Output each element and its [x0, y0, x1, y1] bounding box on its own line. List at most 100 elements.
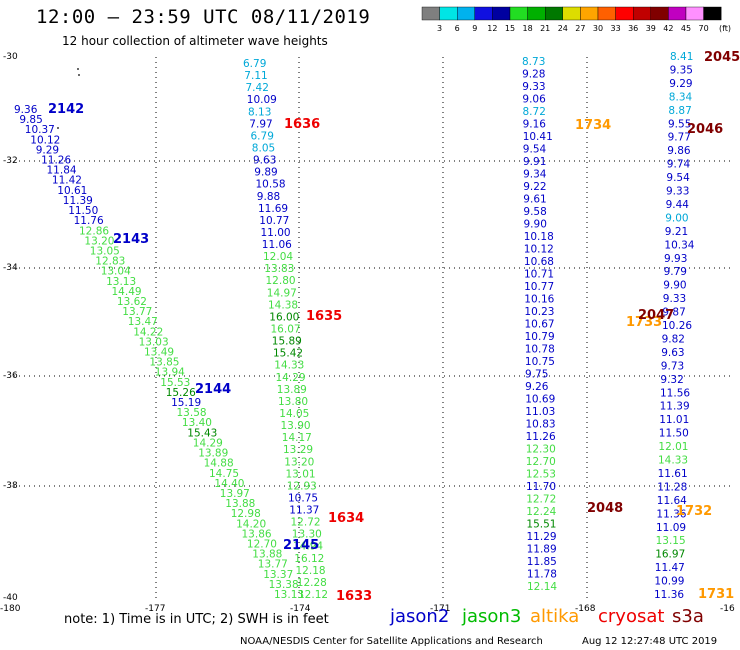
wave-height-value: 13.13 — [274, 589, 304, 601]
wave-height-value: 13.13 — [106, 276, 136, 288]
wave-height-value: 13.29 — [283, 444, 313, 456]
wave-height-value: 13.89 — [277, 384, 307, 396]
color-scale-tick: 3 — [437, 24, 442, 33]
wave-height-value: 13.85 — [149, 357, 179, 369]
wave-height-value: 13.88 — [252, 549, 282, 561]
wave-height-value: 14.97 — [267, 287, 297, 299]
wave-height-value: 12.53 — [526, 469, 556, 481]
wave-height-value: 10.71 — [524, 269, 554, 281]
wave-height-value: 10.75 — [288, 493, 318, 505]
wave-height-value: 11.42 — [52, 175, 82, 187]
axis-ticks: -180 -177 -174 -171 -168 -16 -30 -32 -34 -36 -38 -4… — [0, 52, 735, 614]
wave-height-value: 11.36 — [656, 508, 686, 520]
wave-height-value: 11.78 — [527, 569, 557, 581]
wave-height-value: 13.80 — [278, 396, 308, 408]
track-dot — [57, 127, 59, 129]
wave-height-value: 14.05 — [279, 408, 309, 420]
wave-height-value: 10.69 — [525, 394, 555, 406]
wave-height-value: 9.85 — [19, 114, 42, 126]
wave-height-value: 10.58 — [256, 179, 286, 191]
wave-height-value: 14.29 — [193, 437, 223, 449]
wave-height-value: 9.54 — [523, 144, 547, 156]
wave-height-value: 11.56 — [660, 387, 690, 399]
x-tick-label: -177 — [145, 604, 165, 614]
wave-height-value: 11.84 — [47, 165, 77, 177]
color-swatch — [545, 6, 564, 21]
wave-height-value: 14.75 — [209, 468, 239, 480]
wave-height-value: 9.58 — [523, 206, 546, 218]
wave-height-value: 9.91 — [523, 156, 546, 168]
wave-height-value: 8.05 — [252, 143, 275, 155]
color-swatch — [668, 6, 687, 21]
wave-height-value: 12.01 — [658, 441, 688, 453]
wave-height-value: 9.26 — [525, 381, 549, 393]
wave-height-value: 9.75 — [525, 369, 548, 381]
wave-height-value: 9.73 — [661, 360, 684, 372]
pass-number: 1732 — [676, 504, 712, 519]
pass-number: 2142 — [48, 102, 84, 117]
color-scale-tick: 33 — [611, 24, 621, 33]
wave-height-value: 15.43 — [187, 427, 217, 439]
wave-height-value: 9.61 — [523, 194, 546, 206]
wave-height-value: 10.61 — [57, 185, 87, 197]
wave-height-value: 9.00 — [665, 212, 688, 224]
wave-height-value: 15.19 — [171, 397, 201, 409]
wave-height-value: 8.34 — [669, 91, 693, 103]
wave-height-value: 8.41 — [670, 51, 693, 63]
wave-height-value: 14.49 — [112, 286, 142, 298]
pass-number: 2046 — [687, 122, 723, 137]
wave-height-value: 14.22 — [133, 326, 163, 338]
wave-height-value: 7.11 — [244, 70, 267, 82]
wave-height-value: 6.79 — [251, 130, 274, 142]
wave-height-value: 14.33 — [274, 360, 304, 372]
wave-height-value: 9.33 — [663, 293, 686, 305]
wave-height-value: 9.77 — [668, 132, 691, 144]
wave-height-value: 13.89 — [198, 448, 228, 460]
wave-height-value: 9.44 — [666, 199, 690, 211]
y-tick-label: -30 — [3, 52, 18, 62]
wave-height-value: 11.03 — [525, 406, 555, 418]
wave-height-value: 8.13 — [248, 106, 271, 118]
wave-height-value: 6.79 — [243, 58, 266, 70]
y-tick-label: -32 — [3, 156, 18, 166]
y-tick-label: -40 — [3, 593, 18, 603]
wave-height-value: 9.06 — [522, 94, 546, 106]
wave-height-value: 13.47 — [128, 316, 158, 328]
wave-height-value: 13.77 — [122, 306, 152, 318]
wave-height-value: 14.94 — [293, 541, 323, 553]
wave-height-value: 9.33 — [666, 186, 689, 198]
wave-height-value: 11.89 — [527, 544, 557, 556]
wave-height-value: 11.28 — [657, 481, 687, 493]
wave-height-value: 9.28 — [522, 69, 545, 81]
color-scale-tick: 36 — [628, 24, 638, 33]
wave-height-value: 10.12 — [524, 244, 554, 256]
wave-height-value: 15.42 — [273, 348, 303, 360]
pass-number: 2045 — [704, 50, 740, 65]
wave-height-value: 14.33 — [658, 455, 688, 467]
wave-height-value: 13.83 — [264, 263, 294, 275]
wave-height-value: 9.33 — [522, 81, 545, 93]
wave-height-value: 8.72 — [523, 106, 546, 118]
wave-height-value: 13.30 — [292, 529, 322, 541]
pass-labels: 2142 2143 2144 2145 1636 1635 1634 1633 1734 1733… — [48, 50, 740, 604]
wave-height-value: 11.47 — [655, 562, 685, 574]
color-scale-tick: 18 — [523, 24, 533, 33]
color-swatch — [703, 6, 722, 21]
wave-height-value: 9.34 — [523, 169, 547, 181]
wave-height-value: 10.09 — [247, 94, 277, 106]
color-scale-bar: 3 6 9 12 15 18 21 24 27 30 33 36 39 42 45 70 (ft) — [421, 6, 731, 33]
legend-cryosat: cryosat — [598, 606, 665, 627]
wave-height-value: 15.89 — [272, 336, 302, 348]
wave-height-value: 16.97 — [655, 549, 685, 561]
wave-height-value: 15.51 — [526, 519, 556, 531]
pass-number: 2144 — [195, 382, 231, 397]
color-scale-tick: 39 — [646, 24, 656, 33]
color-swatch — [633, 6, 652, 21]
pass-number: 1733 — [626, 315, 662, 330]
units-note: note: 1) Time is in UTC; 2) SWH is in fe… — [64, 612, 329, 627]
wave-height-value: 10.26 — [662, 320, 692, 332]
color-scale-tick: 6 — [455, 24, 460, 33]
wave-height-value: 12.72 — [291, 517, 321, 529]
x-tick-label: -180 — [0, 604, 21, 614]
wave-height-value: 11.76 — [74, 215, 104, 227]
